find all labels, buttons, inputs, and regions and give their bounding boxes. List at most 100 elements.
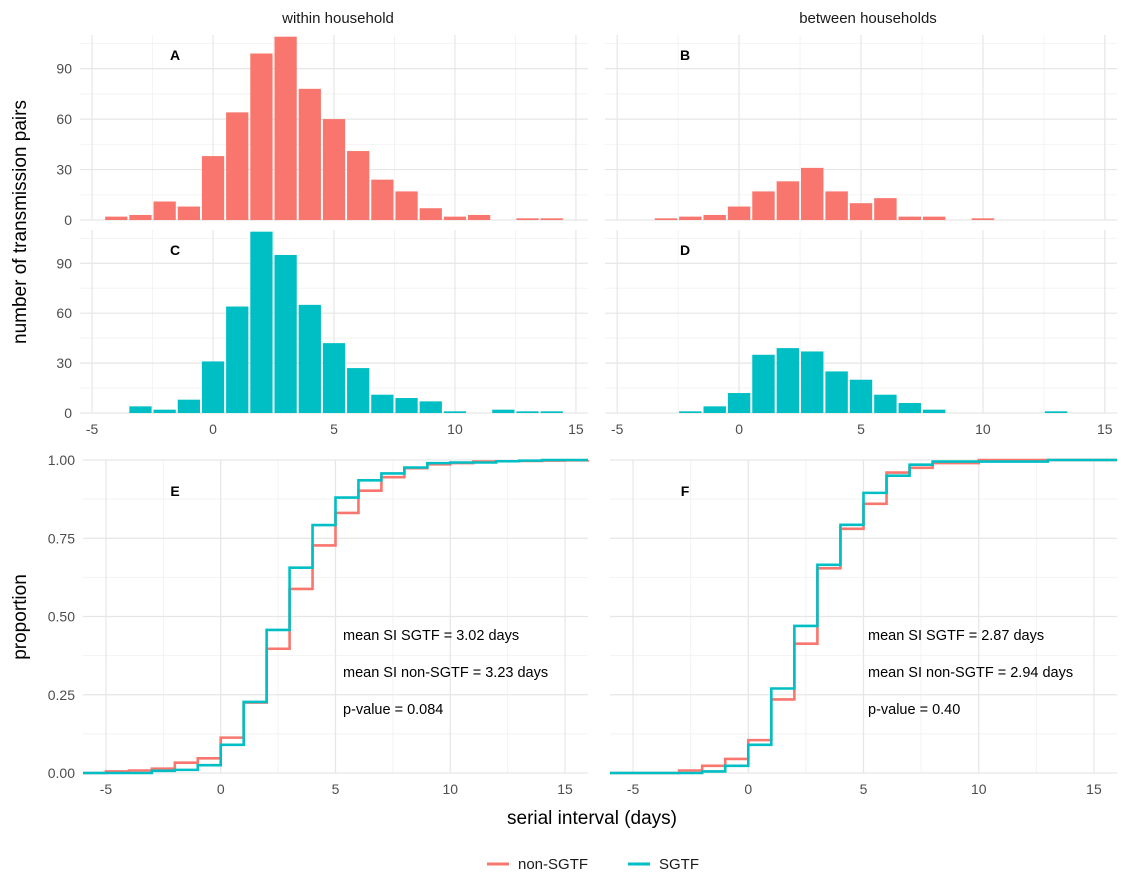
annotation-text: mean SI SGTF = 3.02 days (343, 628, 519, 644)
histogram-bar (419, 208, 442, 220)
x-tick-label: 10 (442, 781, 458, 797)
histogram-bar (874, 394, 897, 413)
facet-label-within: within household (281, 10, 394, 27)
histogram-bar (776, 181, 800, 220)
histogram-bar (274, 254, 297, 413)
histogram-bar (679, 411, 702, 413)
histogram-bar (752, 191, 775, 220)
histogram-bar (492, 409, 515, 413)
histogram-bar (274, 36, 297, 220)
y-tick-label: 30 (56, 162, 72, 178)
y-tick-label: 0.00 (48, 765, 75, 781)
panel-tag: C (170, 242, 180, 258)
histogram-bar (153, 201, 176, 220)
x-tick-label: 0 (744, 781, 752, 797)
y-tick-label: 90 (56, 61, 72, 77)
y-tick-label: 0 (64, 405, 72, 421)
histogram-bar (443, 411, 467, 413)
histogram-bar (347, 368, 370, 413)
x-tick-label: 5 (332, 781, 340, 797)
x-tick-label: 15 (568, 421, 584, 437)
histogram-bar (849, 203, 873, 220)
histogram-bar (971, 218, 995, 220)
histogram-bar (347, 151, 370, 220)
x-tick-label: 10 (447, 421, 463, 437)
histogram-bar (250, 231, 273, 413)
y-tick-label: 30 (56, 355, 72, 371)
annotation-text: p-value = 0.084 (343, 702, 443, 718)
y-tick-label: 0.50 (48, 609, 75, 625)
panel-a-histogram: 0 30 60 90 A (56, 35, 588, 228)
histogram-bar (468, 214, 491, 220)
y-tick-label: 0.75 (48, 530, 75, 546)
histogram-bar (898, 403, 921, 413)
y-tick-label: 90 (56, 255, 72, 271)
y-tick-label: 1.00 (48, 452, 75, 468)
histogram-bar (540, 218, 563, 220)
histogram-bar (322, 343, 346, 413)
panel-b-histogram: B (605, 35, 1117, 221)
x-tick-label: 0 (217, 781, 225, 797)
annotation-text: mean SI SGTF = 2.87 days (868, 628, 1044, 644)
x-tick-label: 10 (971, 781, 987, 797)
histogram-bar (776, 348, 800, 413)
panel-tag: A (170, 47, 180, 63)
histogram-bar (516, 218, 539, 220)
histogram-bar (250, 53, 273, 220)
histogram-bar (703, 214, 726, 220)
histogram-bar (177, 206, 200, 220)
histogram-bar (679, 216, 702, 220)
histogram-bar (922, 409, 946, 413)
annotation-text: mean SI non-SGTF = 3.23 days (343, 665, 548, 681)
histogram-bar (443, 216, 467, 220)
panel-f-ecdf: mean SI SGTF = 2.87 days mean SI non-SGTF… (610, 458, 1117, 797)
legend: non-SGTF SGTF (487, 856, 699, 873)
histogram-bar (540, 411, 563, 413)
histogram-bar (201, 361, 225, 413)
x-tick-label: -5 (100, 781, 113, 797)
ecdf-y-axis-title: proportion (10, 574, 31, 660)
annotation-text: p-value = 0.40 (868, 702, 960, 718)
histogram-bar (201, 156, 225, 220)
x-tick-label: -5 (86, 421, 99, 437)
histogram-bar (1044, 411, 1068, 413)
histogram-bar (825, 191, 848, 220)
histogram-bar (298, 88, 321, 221)
panel-e-ecdf: mean SI SGTF = 3.02 days mean SI non-SGTF… (48, 452, 590, 797)
histogram-bar (703, 406, 726, 413)
histogram-bar (419, 401, 442, 413)
histogram-bar (874, 198, 897, 220)
histogram-bar (752, 354, 775, 413)
histogram-bar (898, 216, 921, 220)
x-tick-label: 15 (557, 781, 573, 797)
histogram-bar (395, 398, 418, 413)
histogram-bar (105, 216, 128, 220)
panel-tag: E (170, 483, 179, 499)
histogram-bar (177, 399, 200, 413)
histogram-bar (371, 179, 394, 220)
histogram-bar (849, 379, 873, 413)
histogram-bar (129, 406, 152, 413)
histogram-bar (322, 119, 346, 220)
y-tick-label: 0 (64, 212, 72, 228)
histogram-bar (153, 409, 176, 413)
panel-c-histogram: 0 30 60 90 -5 0 5 10 15 C (56, 230, 588, 437)
histogram-bar (298, 304, 321, 413)
panel-tag: F (681, 483, 690, 499)
histogram-bar (801, 351, 824, 413)
panel-tag: B (680, 47, 690, 63)
annotation-text: mean SI non-SGTF = 2.94 days (868, 665, 1073, 681)
x-tick-label: 15 (1086, 781, 1102, 797)
x-tick-label: 0 (209, 421, 217, 437)
x-tick-label: 5 (857, 421, 865, 437)
histogram-bar (129, 214, 152, 220)
legend-label-sgtf: SGTF (659, 856, 699, 873)
histogram-bar (371, 394, 394, 413)
y-tick-label: 60 (56, 111, 72, 127)
histogram-bar (395, 191, 418, 220)
ecdf-line-sgtf (610, 458, 1117, 775)
histogram-y-axis-title: number of transmission pairs (10, 100, 31, 344)
histogram-bar (727, 393, 751, 413)
histogram-bar (727, 206, 751, 220)
histogram-bar (654, 218, 678, 220)
